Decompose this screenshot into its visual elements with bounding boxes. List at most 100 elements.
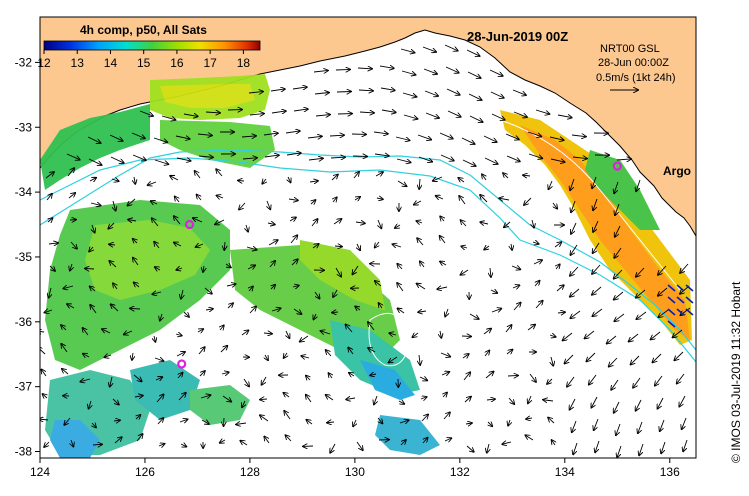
current-vector	[92, 224, 95, 233]
current-vector	[346, 398, 356, 399]
current-vector	[130, 308, 141, 309]
current-vector	[616, 423, 621, 435]
argo-float-marker	[184, 219, 195, 230]
current-vector	[615, 225, 621, 237]
current-vector	[333, 219, 341, 225]
current-vector	[459, 196, 466, 205]
lon-tick-label: 134	[555, 465, 575, 479]
current-vector	[480, 222, 489, 224]
current-vector	[389, 333, 397, 335]
current-vector	[220, 346, 227, 353]
current-vector	[508, 397, 514, 404]
info-line-2: 28-Jun 00:00Z	[598, 57, 669, 69]
current-vector	[636, 289, 646, 298]
current-vector	[43, 394, 47, 398]
current-vector	[462, 159, 476, 166]
current-vector	[440, 353, 450, 357]
current-vector	[64, 417, 71, 425]
current-vector	[370, 374, 377, 375]
current-vector	[397, 264, 403, 270]
current-vector	[175, 334, 182, 336]
current-vector	[572, 157, 587, 159]
current-vector	[63, 286, 74, 289]
current-vector	[490, 267, 491, 277]
current-vector	[67, 168, 74, 177]
current-vector	[90, 286, 96, 291]
current-vector	[331, 175, 338, 181]
current-vector	[90, 305, 97, 314]
current-vector	[268, 240, 278, 246]
current-vector	[197, 195, 201, 201]
current-vector	[482, 174, 486, 181]
current-vector	[175, 196, 179, 203]
current-vector	[154, 358, 163, 361]
current-vector	[314, 92, 329, 94]
current-vector	[134, 282, 140, 287]
current-vector	[658, 309, 669, 317]
current-vector	[557, 312, 565, 313]
current-vector	[313, 313, 316, 319]
current-vector	[180, 444, 186, 447]
current-vector	[549, 137, 564, 140]
current-vector	[376, 198, 383, 199]
current-vector	[462, 354, 469, 358]
current-vector	[418, 311, 427, 312]
current-vector	[417, 284, 426, 290]
current-vector	[239, 202, 246, 210]
current-vector	[160, 313, 162, 321]
current-vector	[469, 115, 483, 122]
current-vector	[487, 443, 489, 453]
current-vector	[512, 285, 519, 288]
current-vector	[131, 132, 145, 138]
current-vector	[589, 374, 597, 385]
current-vector	[176, 268, 183, 270]
current-vector	[178, 393, 186, 401]
current-vector	[44, 441, 50, 447]
current-vector	[525, 435, 534, 441]
current-vector-strong	[667, 296, 676, 304]
current-vector	[104, 355, 112, 357]
colorbar-tick-label: 16	[170, 56, 184, 70]
current-vector	[419, 354, 420, 365]
current-vector	[502, 442, 512, 444]
current-vector	[128, 220, 137, 221]
current-vector	[614, 181, 619, 193]
current-vector	[284, 353, 287, 358]
current-vector	[636, 311, 647, 319]
current-vector	[89, 247, 93, 252]
current-vector	[567, 376, 575, 387]
current-vector	[113, 283, 117, 290]
current-vector	[61, 344, 68, 353]
lat-tick-label: -35	[15, 250, 33, 264]
current-vector	[265, 354, 268, 360]
current-vector	[263, 333, 272, 334]
current-vector	[260, 415, 269, 422]
current-vector	[174, 216, 181, 225]
current-vector	[572, 420, 577, 432]
current-vector	[424, 90, 438, 96]
current-vector	[154, 335, 155, 342]
current-vector	[176, 352, 185, 357]
current-vector	[461, 246, 468, 248]
current-vector	[220, 440, 226, 443]
current-vector	[330, 157, 345, 158]
current-vector	[378, 417, 382, 423]
current-vector	[286, 153, 301, 155]
current-vector	[175, 136, 190, 139]
current-vector	[327, 422, 335, 423]
current-vector	[570, 288, 580, 297]
current-vector	[480, 195, 488, 203]
current-vector	[67, 304, 75, 308]
current-vector	[270, 89, 285, 91]
current-vector	[40, 347, 46, 355]
current-vector	[152, 218, 159, 227]
current-vector	[92, 423, 96, 427]
current-vector	[570, 178, 575, 190]
current-vector	[419, 377, 427, 380]
current-vector	[400, 440, 406, 446]
current-vector	[381, 110, 396, 112]
current-vector	[571, 135, 586, 137]
current-vector	[46, 194, 52, 201]
current-vector	[155, 267, 161, 270]
current-vector	[283, 393, 290, 397]
